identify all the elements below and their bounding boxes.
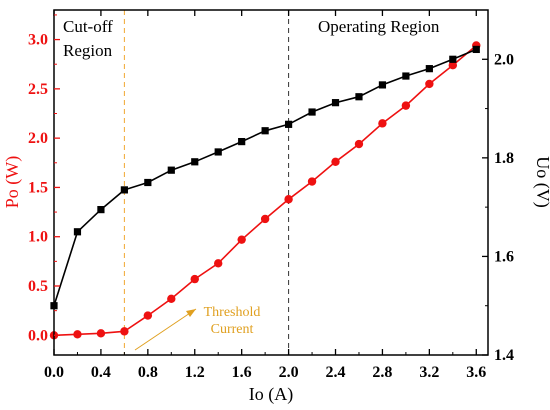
- po-point-13: [354, 139, 364, 149]
- right-axis-title: Uo (V): [532, 156, 550, 208]
- uo-point-13: [355, 93, 363, 101]
- left-axis-title: Po (W): [2, 156, 23, 209]
- uo-point-1: [73, 228, 82, 236]
- po-point-14: [378, 119, 387, 128]
- po-point-1: [73, 330, 82, 339]
- uo-point-4: [144, 178, 152, 187]
- x-tick-label-9: 3.6: [466, 364, 486, 381]
- threshold-current-annotation: Threshold Current: [134, 305, 261, 351]
- uo-point-2: [97, 206, 105, 214]
- po-point-12: [331, 157, 340, 166]
- operating-region-label: Operating Region: [318, 17, 440, 36]
- y-right-tick-label-1: 1.6: [494, 248, 514, 265]
- po-point-2: [96, 329, 106, 338]
- x-tick-label-8: 3.2: [419, 364, 439, 381]
- uo-point-6: [191, 158, 199, 166]
- y-right-tick-label-3: 2.0: [494, 51, 514, 68]
- y-right-tick-label-2: 1.8: [494, 150, 514, 167]
- threshold-arrowhead: [186, 309, 196, 317]
- y-left-tick-label-1: 0.5: [28, 278, 48, 295]
- cutoff-region-label-line1: Cut-off: [63, 17, 113, 36]
- po-point-15: [401, 101, 411, 110]
- po-point-5: [167, 294, 176, 304]
- series-layer: [49, 41, 481, 340]
- x-axis-title: Io (A): [249, 384, 293, 405]
- po-series-line: [53, 44, 477, 337]
- po-point-11: [307, 177, 317, 186]
- x-tick-label-1: 0.4: [91, 364, 111, 381]
- threshold-arrow: [134, 308, 197, 351]
- uo-point-9: [261, 127, 269, 135]
- x-tick-label-5: 2.0: [279, 364, 299, 381]
- y-left-tick-label-6: 3.0: [28, 32, 48, 49]
- po-point-17: [448, 60, 458, 70]
- po-point-7: [214, 259, 223, 268]
- po-point-4: [143, 311, 153, 320]
- x-tick-label-4: 1.6: [232, 364, 252, 381]
- uo-point-12: [331, 99, 340, 107]
- uo-point-10: [284, 120, 293, 128]
- po-point-16: [425, 79, 434, 89]
- po-point-9: [260, 214, 270, 224]
- x-tick-label-6: 2.4: [326, 364, 346, 381]
- po-point-3: [120, 327, 129, 336]
- uo-series-line: [53, 48, 477, 306]
- x-tick-label-3: 1.2: [185, 364, 205, 381]
- x-tick-label-0: 0.0: [44, 364, 64, 381]
- uo-point-15: [402, 72, 410, 80]
- threshold-label-line2: Current: [211, 322, 254, 337]
- uo-point-17: [449, 55, 457, 63]
- plot-frame: [53, 9, 489, 356]
- cutoff-region-label-line2: Region: [63, 41, 113, 60]
- x-tick-label-2: 0.8: [138, 364, 158, 381]
- y-left-tick-label-5: 2.5: [28, 81, 48, 98]
- po-point-8: [237, 235, 246, 244]
- axis-ticks: 0.0 0.4 0.8 1.2 1.6 2.0 2.4 2.8 3.2 3.6 0.0 0.5 1.0 1…: [28, 10, 514, 381]
- po-point-6: [190, 274, 199, 284]
- x-tick-label-7: 2.8: [372, 364, 392, 381]
- uo-point-18: [472, 45, 480, 54]
- y-right-tick-label-0: 1.4: [494, 347, 514, 364]
- uo-point-7: [214, 148, 222, 156]
- po-point-10: [284, 195, 293, 204]
- y-left-tick-label-3: 1.5: [28, 179, 48, 196]
- uo-point-8: [238, 137, 246, 146]
- uo-point-3: [120, 186, 128, 194]
- y-left-tick-label-4: 2.0: [28, 130, 48, 147]
- uo-point-5: [167, 166, 175, 174]
- region-divider-lines: [123, 10, 290, 355]
- threshold-label-line1: Threshold: [204, 305, 261, 320]
- y-left-tick-label-2: 1.0: [28, 229, 48, 246]
- uo-point-11: [308, 108, 316, 116]
- y-left-tick-label-0: 0.0: [28, 327, 48, 344]
- uo-point-16: [425, 65, 433, 73]
- uo-point-14: [378, 81, 387, 89]
